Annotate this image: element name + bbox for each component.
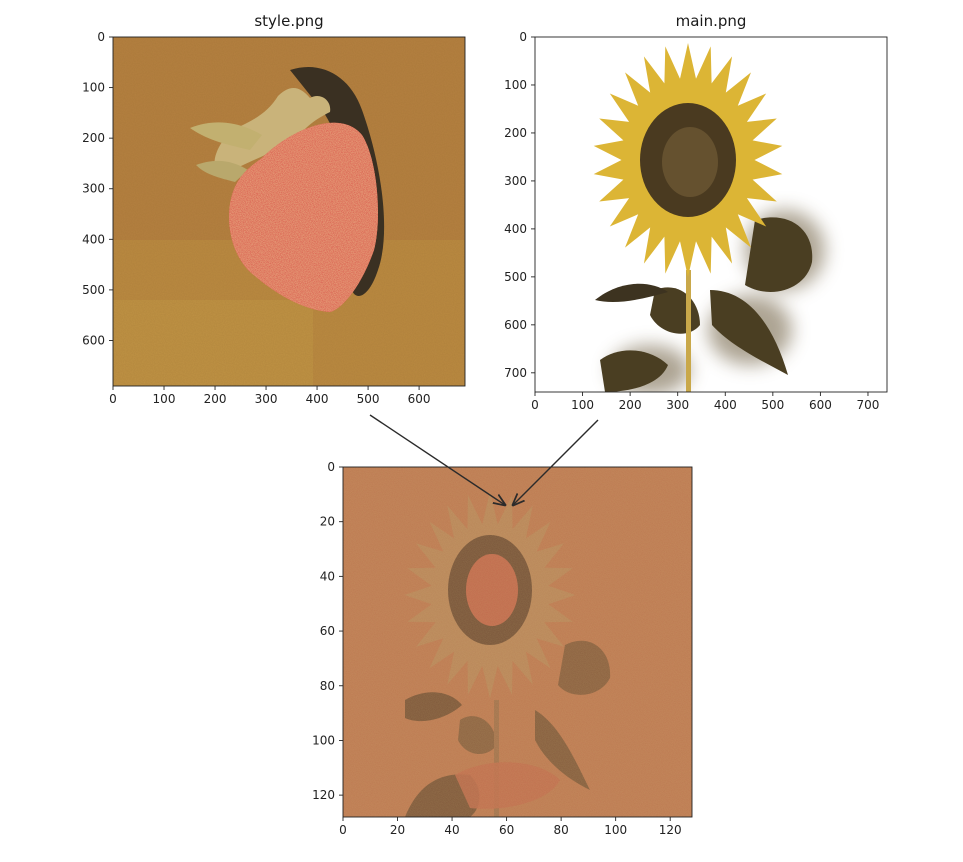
result-x-tick-label: 20 xyxy=(390,823,405,837)
style-panel-title: style.png xyxy=(254,12,324,30)
result-x-tick-label: 60 xyxy=(499,823,514,837)
result-x-tick-label: 40 xyxy=(444,823,459,837)
main-x-tick-label: 600 xyxy=(809,398,832,412)
main-image xyxy=(535,37,887,392)
main-x-tick-label: 0 xyxy=(531,398,539,412)
sunflower-leaf-lower xyxy=(710,290,788,375)
style-y-tick-label: 300 xyxy=(82,182,105,196)
sunflower-stem xyxy=(686,270,691,392)
arrow-style-to-result xyxy=(369,414,505,505)
main-y-tick-label: 700 xyxy=(504,366,527,380)
style-y-tick-label: 0 xyxy=(97,30,105,44)
main-y-tick-label: 300 xyxy=(504,174,527,188)
main-y-tick-label: 200 xyxy=(504,126,527,140)
main-x-tick-label: 300 xyxy=(666,398,689,412)
style-x-tick-label: 500 xyxy=(357,392,380,406)
style-x-tick-label: 0 xyxy=(109,392,117,406)
result-y-tick-label: 0 xyxy=(327,460,335,474)
style-x-tick-label: 100 xyxy=(153,392,176,406)
sunflower-leaf-right xyxy=(745,217,813,292)
style-x-tick-label: 400 xyxy=(306,392,329,406)
result-image xyxy=(343,467,692,817)
result-x-tick-label: 0 xyxy=(339,823,347,837)
result-x-tick-label: 80 xyxy=(553,823,568,837)
main-x-tick-label: 700 xyxy=(857,398,880,412)
style-y-tick-label: 500 xyxy=(82,283,105,297)
result-y-tick-label: 80 xyxy=(320,679,335,693)
result-y-tick-label: 100 xyxy=(312,733,335,747)
result-y-tick-label: 40 xyxy=(320,569,335,583)
main-x-tick-label: 100 xyxy=(571,398,594,412)
style-y-tick-label: 200 xyxy=(82,131,105,145)
main-y-tick-label: 400 xyxy=(504,222,527,236)
main-panel-title: main.png xyxy=(675,12,747,30)
main-y-tick-label: 500 xyxy=(504,270,527,284)
strawberry-leaves xyxy=(214,87,331,176)
result-y-tick-label: 60 xyxy=(320,624,335,638)
result-y-tick-label: 20 xyxy=(320,515,335,529)
style-image xyxy=(113,37,465,386)
main-x-tick-label: 200 xyxy=(619,398,642,412)
main-y-tick-label: 600 xyxy=(504,318,527,332)
style-x-tick-label: 200 xyxy=(204,392,227,406)
style-y-tick-label: 600 xyxy=(82,333,105,347)
style-x-tick-label: 300 xyxy=(255,392,278,406)
style-x-tick-label: 600 xyxy=(408,392,431,406)
main-y-tick-label: 0 xyxy=(519,30,527,44)
style-y-tick-label: 400 xyxy=(82,232,105,246)
result-x-tick-label: 100 xyxy=(604,823,627,837)
main-x-tick-label: 500 xyxy=(761,398,784,412)
result-y-tick-label: 120 xyxy=(312,788,335,802)
result-x-tick-label: 120 xyxy=(659,823,682,837)
style-y-tick-label: 100 xyxy=(82,81,105,95)
main-x-tick-label: 400 xyxy=(714,398,737,412)
main-y-tick-label: 100 xyxy=(504,78,527,92)
arrow-main-to-result xyxy=(513,419,599,505)
